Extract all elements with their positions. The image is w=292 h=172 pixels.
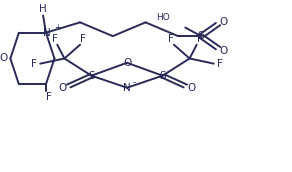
Text: O: O (220, 46, 228, 56)
Text: S: S (198, 31, 204, 41)
Text: F: F (217, 59, 223, 69)
Text: N: N (123, 83, 131, 93)
Text: O: O (220, 17, 228, 26)
Text: O: O (187, 83, 196, 93)
Text: O: O (0, 53, 7, 63)
Text: S: S (88, 71, 95, 81)
Text: F: F (51, 34, 58, 44)
Text: H: H (39, 4, 47, 14)
Text: F: F (168, 34, 174, 44)
Text: +: + (54, 23, 60, 32)
Text: O: O (58, 83, 67, 93)
Text: S: S (159, 71, 166, 81)
Text: HO: HO (157, 13, 170, 22)
Text: F: F (197, 34, 202, 44)
Text: F: F (46, 92, 52, 102)
Text: O: O (123, 58, 131, 68)
Text: -: - (133, 78, 136, 87)
Text: N: N (44, 28, 51, 38)
Text: F: F (80, 34, 86, 44)
Text: F: F (31, 59, 37, 69)
